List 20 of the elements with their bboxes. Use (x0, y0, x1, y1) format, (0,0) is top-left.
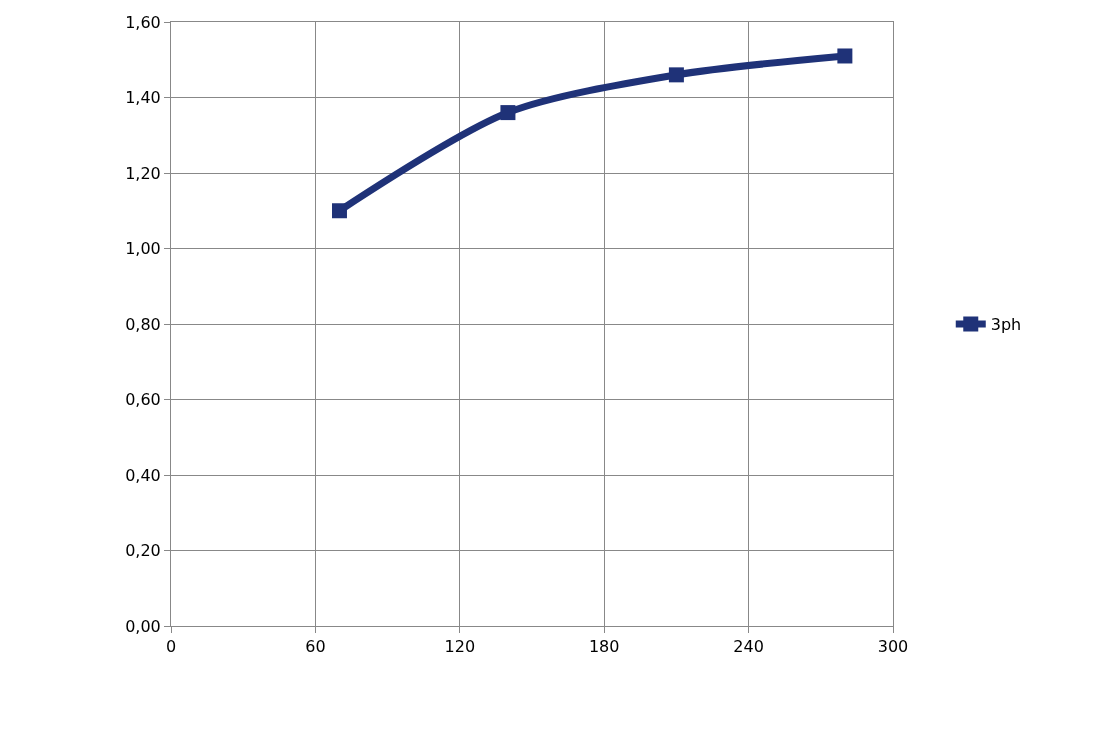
point (500, 105, 516, 121)
y-tick-label: 0,80 (125, 314, 161, 334)
y-tick-label: 0,00 (125, 616, 161, 636)
y-tick-label: 0,40 (125, 465, 161, 485)
y-tick-label: 1,20 (125, 163, 161, 183)
x-tick-label: 0 (165, 637, 177, 657)
x-tick-label: 240 (733, 637, 764, 657)
x-tick-label: 120 (444, 637, 476, 657)
legend-label: 3ph (990, 315, 1022, 335)
y-tick-label: 1,60 (125, 12, 161, 32)
x-tick-label: 60 (305, 637, 326, 657)
point (331, 203, 347, 219)
point (837, 48, 853, 64)
y-tick-label: 0,60 (125, 390, 161, 410)
x-tick-label: 180 (588, 637, 620, 657)
x-tick-label: 300 (877, 637, 909, 657)
y-tick-label: 1,00 (125, 239, 161, 259)
y-tick-label: 1,40 (125, 88, 161, 108)
y-tick-label: 0,20 (125, 541, 161, 561)
point (668, 67, 684, 83)
